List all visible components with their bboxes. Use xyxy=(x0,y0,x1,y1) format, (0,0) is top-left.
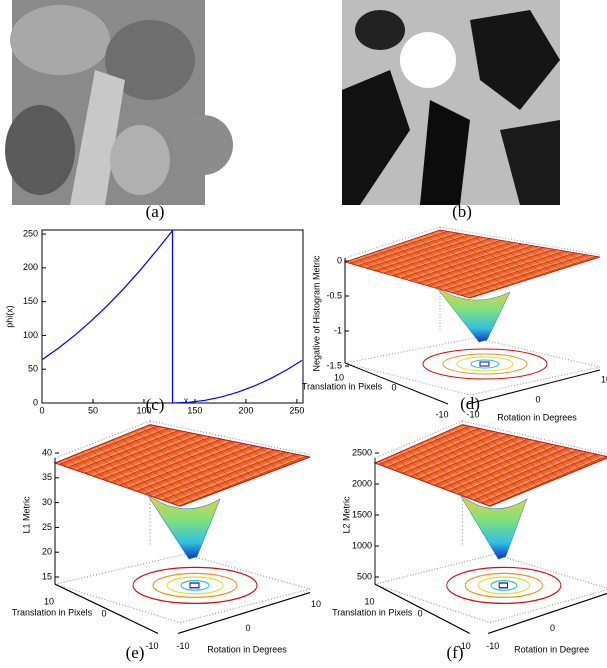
z-tick-label: 1000 xyxy=(352,540,372,550)
z-tick-label: -1.5 xyxy=(326,360,342,370)
x-tick-label: 50 xyxy=(88,405,98,415)
y-tick-label: 0 xyxy=(33,397,38,407)
image-b xyxy=(342,0,560,205)
z-tick-label: 2500 xyxy=(352,447,372,457)
z-axis-label: L1 Metric xyxy=(21,496,31,534)
y-tick-label: 150 xyxy=(23,296,38,306)
x-tick-label: 10 xyxy=(601,374,607,384)
y-axis-label: Translation in Pixels xyxy=(12,607,93,617)
y-tick-label: -10 xyxy=(145,641,158,651)
surface-plot xyxy=(374,420,607,635)
z-tick-label: -1 xyxy=(334,325,342,335)
x-tick-label: -10 xyxy=(486,641,499,651)
y-tick-label: 10 xyxy=(364,597,374,607)
z-tick-label: 30 xyxy=(42,497,52,507)
z-tick-label: 1500 xyxy=(352,509,372,519)
y-tick-label: 10 xyxy=(44,597,54,607)
x-tick-label: -10 xyxy=(466,409,479,419)
x-tick-label: -10 xyxy=(176,641,189,651)
y-tick-label: 200 xyxy=(23,262,38,272)
surface-plot xyxy=(344,226,601,405)
z-tick-label: 0 xyxy=(337,255,342,265)
y-axis-label: phi(x) xyxy=(4,305,14,328)
x-axis-label: Rotation in Degrees xyxy=(497,412,577,422)
caption: (a) xyxy=(146,202,165,221)
y-tick-label: 0 xyxy=(418,609,423,619)
caption: (b) xyxy=(452,202,472,221)
x-tick-label: 250 xyxy=(289,405,304,415)
caption: (d) xyxy=(460,394,480,413)
x-axis-label: Rotation in Degree xyxy=(514,645,589,655)
surface-plot xyxy=(54,420,311,635)
z-tick-label: 500 xyxy=(357,571,372,581)
x-axis-label: x xyxy=(184,395,189,405)
x-tick-label: 0 xyxy=(550,623,555,633)
z-tick-label: 35 xyxy=(42,472,52,482)
z-tick-label: 20 xyxy=(42,547,52,557)
y-tick-label: 50 xyxy=(28,364,38,374)
y-tick-label: -10 xyxy=(435,409,448,419)
y-tick-label: 250 xyxy=(23,228,38,238)
y-tick-label: 100 xyxy=(23,330,38,340)
y-tick-label: 10 xyxy=(334,372,344,382)
z-axis-label: Negative of Histogram Metric xyxy=(311,255,321,372)
x-tick-label: 0 xyxy=(245,623,250,633)
x-tick-label: 150 xyxy=(187,405,202,415)
z-tick-label: 2000 xyxy=(352,478,372,488)
x-tick-label: 100 xyxy=(136,405,151,415)
y-axis-label: Translation in Pixels xyxy=(302,381,383,391)
z-tick-label: 15 xyxy=(42,571,52,581)
y-tick-label: 0 xyxy=(101,609,106,619)
x-tick-label: 200 xyxy=(238,405,253,415)
y-tick-label: 0 xyxy=(391,382,396,392)
caption: (e) xyxy=(126,643,145,662)
y-tick-label: -10 xyxy=(458,641,471,651)
z-tick-label: 25 xyxy=(42,522,52,532)
y-axis-label: Translation in Pixels xyxy=(332,607,413,617)
z-tick-label: 40 xyxy=(42,447,52,457)
z-tick-label: -0.5 xyxy=(326,290,342,300)
x-tick-label: 10 xyxy=(311,599,321,609)
x-tick-label: 0 xyxy=(535,394,540,404)
x-axis-label: Rotation in Degrees xyxy=(207,645,287,655)
line xyxy=(41,228,303,404)
image-a xyxy=(5,0,233,205)
x-tick-label: 0 xyxy=(39,405,44,415)
caption: (f) xyxy=(447,643,464,662)
caption: (c) xyxy=(146,395,165,414)
z-axis-label: L2 Metric xyxy=(341,496,351,534)
